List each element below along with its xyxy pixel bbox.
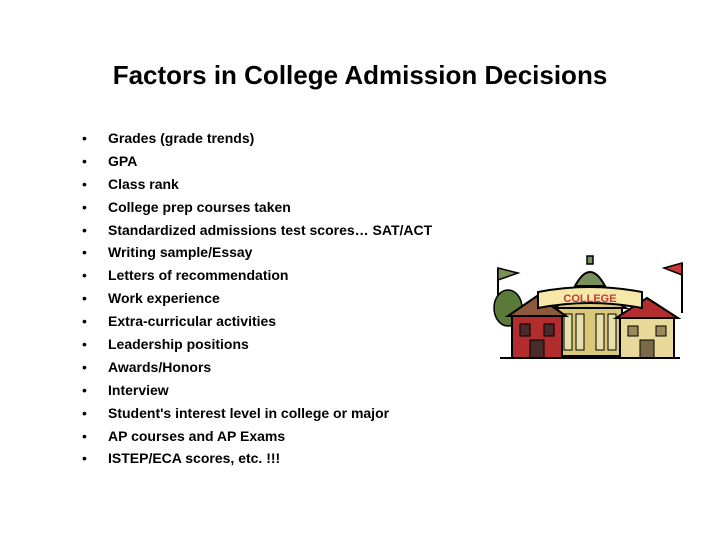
bullet-marker: • xyxy=(80,243,108,262)
bullet-marker: • xyxy=(80,175,108,194)
list-item: • Class rank xyxy=(80,175,680,194)
bullet-marker: • xyxy=(80,221,108,240)
bullet-marker: • xyxy=(80,427,108,446)
bullet-marker: • xyxy=(80,312,108,331)
list-item: • Interview xyxy=(80,381,680,400)
bullet-marker: • xyxy=(80,266,108,285)
bullet-text: Letters of recommendation xyxy=(108,266,288,285)
bullet-text: Awards/Honors xyxy=(108,358,211,377)
bullet-text: Work experience xyxy=(108,289,220,308)
bullet-marker: • xyxy=(80,381,108,400)
bullet-text: Interview xyxy=(108,381,169,400)
bullet-text: AP courses and AP Exams xyxy=(108,427,285,446)
bullet-text: Extra-curricular activities xyxy=(108,312,276,331)
bullet-marker: • xyxy=(80,152,108,171)
bullet-marker: • xyxy=(80,358,108,377)
slide-title: Factors in College Admission Decisions xyxy=(40,60,680,91)
slide: Factors in College Admission Decisions •… xyxy=(0,0,720,540)
bullet-text: Standardized admissions test scores… SAT… xyxy=(108,221,432,240)
bullet-marker: • xyxy=(80,198,108,217)
bullet-text: Grades (grade trends) xyxy=(108,129,254,148)
bullet-text: GPA xyxy=(108,152,137,171)
bullet-marker: • xyxy=(80,404,108,423)
list-item: • AP courses and AP Exams xyxy=(80,427,680,446)
bullet-marker: • xyxy=(80,449,108,468)
bullet-text: Writing sample/Essay xyxy=(108,243,252,262)
list-item: • College prep courses taken xyxy=(80,198,680,217)
bullet-marker: • xyxy=(80,289,108,308)
bullet-text: College prep courses taken xyxy=(108,198,291,217)
list-item: • Grades (grade trends) xyxy=(80,129,680,148)
list-item: • ISTEP/ECA scores, etc. !!! xyxy=(80,449,680,468)
bullet-text: ISTEP/ECA scores, etc. !!! xyxy=(108,449,280,468)
list-item: • Standardized admissions test scores… S… xyxy=(80,221,680,240)
bullet-marker: • xyxy=(80,129,108,148)
college-clipart-icon: COLLEGE xyxy=(490,238,690,368)
bullet-text: Student's interest level in college or m… xyxy=(108,404,389,423)
bullet-text: Leadership positions xyxy=(108,335,249,354)
list-item: • Student's interest level in college or… xyxy=(80,404,680,423)
list-item: • GPA xyxy=(80,152,680,171)
banner-text: COLLEGE xyxy=(563,293,616,305)
bullet-marker: • xyxy=(80,335,108,354)
bullet-text: Class rank xyxy=(108,175,179,194)
